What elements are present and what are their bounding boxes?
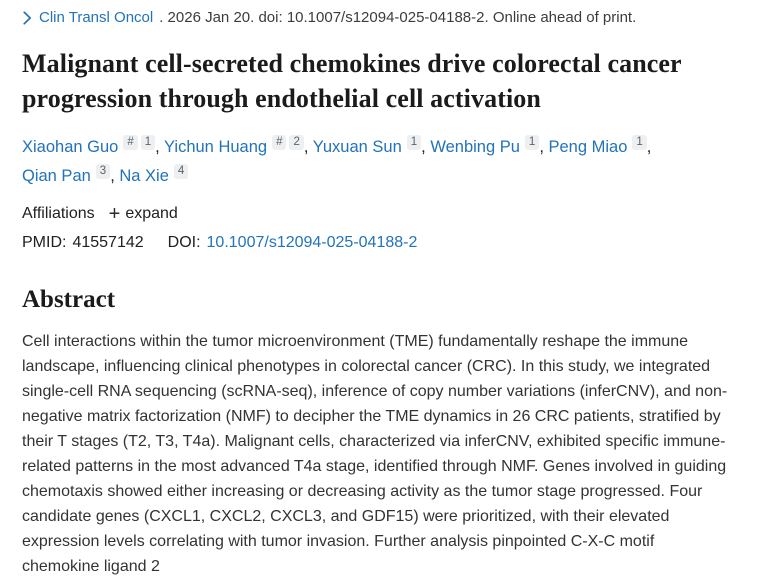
affiliation-number-badge[interactable]: 1 — [524, 135, 540, 150]
author-item: Na Xie 4 — [119, 164, 189, 185]
author-separator: , — [539, 138, 549, 156]
author-link[interactable]: Yichun Huang — [164, 138, 268, 156]
abstract-text: Cell interactions within the tumor micro… — [22, 333, 728, 575]
author-item: Wenbing Pu 1 — [430, 135, 540, 156]
author-item: Xiaohan Guo #1 — [22, 135, 156, 156]
identifiers-row: PMID: 41557142 DOI: 10.1007/s12094-025-0… — [22, 233, 736, 253]
expand-affiliations-button[interactable]: + expand — [109, 204, 178, 224]
authors-list: Xiaohan Guo #1, Yichun Huang #2, Yuxuan Su… — [22, 133, 736, 191]
author-item: Qian Pan 3 — [22, 164, 111, 185]
journal-citation-bar: Clin Transl Oncol . 2026 Jan 20. doi: 10.… — [22, 8, 736, 27]
citation-text: . 2026 Jan 20. doi: 10.1007/s12094-025-0… — [159, 9, 637, 26]
author-link[interactable]: Yuxuan Sun — [312, 138, 402, 156]
author-separator: , — [155, 138, 165, 156]
author-item: Peng Miao 1 — [548, 135, 647, 156]
author-separator: , — [646, 138, 652, 156]
pmid-value: 41557142 — [72, 234, 144, 251]
plus-icon: + — [108, 203, 121, 225]
article-title: Malignant cell-secreted chemokines drive… — [22, 49, 682, 113]
affiliation-number-badge[interactable]: 3 — [95, 164, 111, 179]
author-item: Yuxuan Sun 1 — [312, 135, 422, 156]
doi-label: DOI: — [167, 234, 201, 251]
author-link[interactable]: Na Xie — [119, 167, 169, 185]
pmid-label: PMID: — [22, 234, 67, 251]
author-link[interactable]: Xiaohan Guo — [22, 138, 119, 156]
doi-link[interactable]: 10.1007/s12094-025-04188-2 — [206, 234, 418, 251]
author-link[interactable]: Peng Miao — [548, 138, 628, 156]
affiliation-number-badge[interactable]: 2 — [289, 135, 304, 150]
author-separator: , — [421, 138, 431, 156]
journal-link[interactable]: Clin Transl Oncol — [39, 9, 154, 26]
equal-contribution-badge[interactable]: # — [123, 135, 138, 150]
author-link[interactable]: Wenbing Pu — [430, 138, 520, 156]
author-item: Yichun Huang #2 — [164, 135, 304, 156]
affiliation-number-badge[interactable]: 4 — [173, 164, 189, 179]
author-separator: , — [303, 138, 313, 156]
expand-label: expand — [125, 205, 178, 222]
author-separator: , — [110, 167, 120, 185]
affiliation-number-badge[interactable]: 1 — [406, 135, 422, 150]
chevron-right-icon[interactable] — [22, 10, 32, 25]
affiliation-number-badge[interactable]: 1 — [140, 135, 156, 150]
affiliations-label: Affiliations — [22, 205, 95, 222]
affiliation-number-badge[interactable]: 1 — [632, 135, 647, 150]
affiliations-row: Affiliations + expand — [22, 204, 736, 224]
abstract-heading: Abstract — [22, 286, 116, 313]
equal-contribution-badge[interactable]: # — [272, 135, 287, 150]
author-link[interactable]: Qian Pan — [22, 167, 91, 185]
